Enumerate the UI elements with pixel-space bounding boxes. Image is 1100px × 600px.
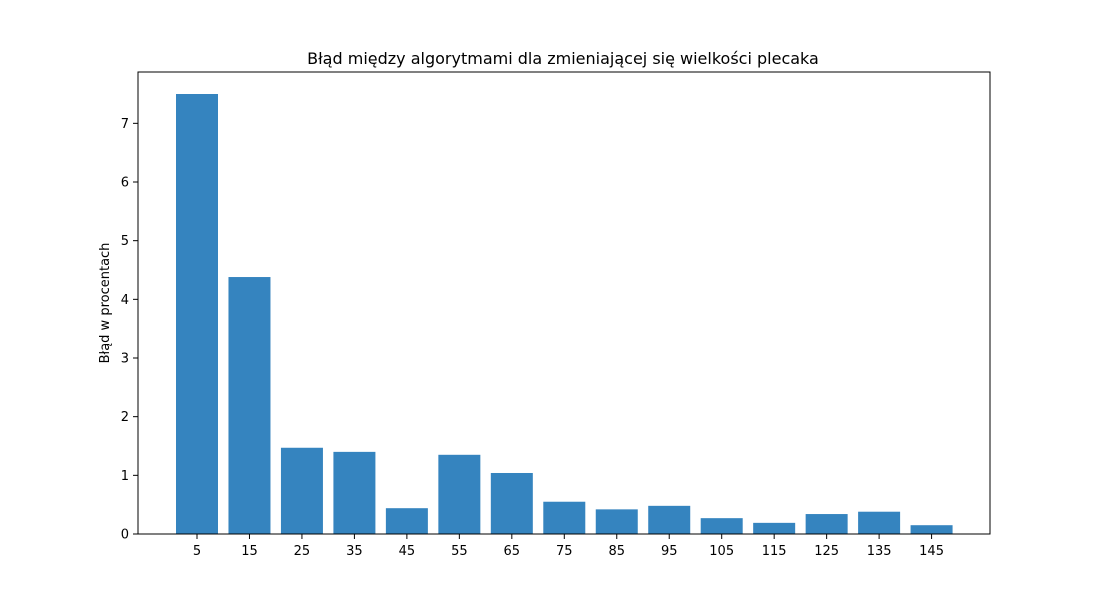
bar-45: [385, 508, 428, 534]
bar-55: [438, 454, 481, 534]
bar-95: [648, 505, 691, 534]
bars-group: [176, 94, 953, 534]
bar-105: [700, 518, 743, 534]
bar-35: [333, 451, 376, 534]
y-tick-label: 6: [121, 176, 129, 191]
y-tick-label: 2: [121, 410, 129, 425]
y-tick-label: 3: [121, 352, 129, 367]
x-tick-label: 105: [709, 544, 734, 559]
y-tick-label: 0: [121, 528, 129, 543]
bar-145: [910, 525, 953, 534]
y-axis-ticks: 0 1 2 3 4 5 6 7: [121, 117, 138, 543]
y-tick-label: 5: [121, 234, 129, 249]
bar-85: [595, 509, 638, 534]
x-tick-label: 75: [556, 544, 573, 559]
x-tick-label: 85: [608, 544, 625, 559]
x-axis-ticks: 5 15 25 35 45 55 65 75 85 95 105 115 125 135 145: [193, 534, 944, 559]
bar-5: [176, 94, 218, 534]
x-tick-label: 35: [346, 544, 363, 559]
x-tick-label: 15: [241, 544, 258, 559]
x-tick-label: 145: [919, 544, 944, 559]
x-tick-label: 95: [661, 544, 678, 559]
x-tick-label: 5: [193, 544, 201, 559]
x-tick-label: 25: [294, 544, 311, 559]
y-tick-label: 1: [121, 469, 129, 484]
y-axis-label: Błąd w procentach: [98, 243, 113, 364]
bar-25: [280, 447, 323, 534]
bar-75: [543, 501, 586, 534]
y-tick-label: 7: [121, 117, 129, 132]
x-tick-label: 65: [504, 544, 521, 559]
x-tick-label: 115: [762, 544, 787, 559]
bar-135: [858, 511, 901, 534]
x-tick-label: 135: [867, 544, 892, 559]
x-tick-label: 45: [399, 544, 416, 559]
bar-15: [228, 277, 271, 534]
x-tick-label: 55: [451, 544, 468, 559]
chart-title: Błąd między algorytmami dla zmieniającej…: [307, 49, 819, 68]
bar-125: [805, 514, 848, 534]
bar-115: [753, 522, 796, 534]
x-tick-label: 125: [814, 544, 839, 559]
y-tick-label: 4: [121, 293, 129, 308]
bar-65: [490, 472, 533, 534]
